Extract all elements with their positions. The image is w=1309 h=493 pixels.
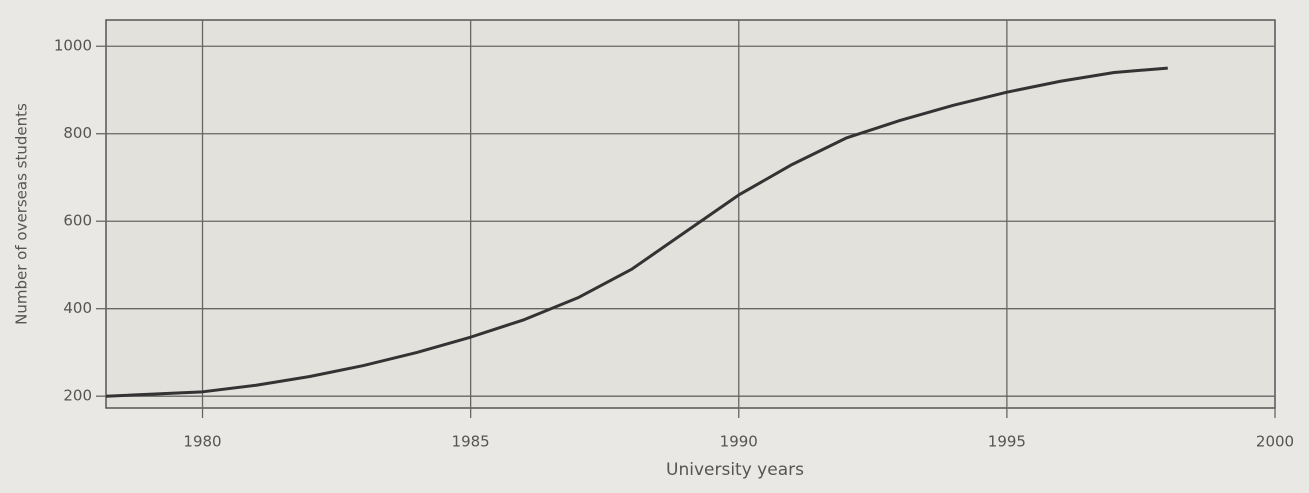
y-tick-label: 800 xyxy=(63,124,92,142)
x-axis-label: University years xyxy=(666,460,804,480)
x-tick-label: 1985 xyxy=(452,433,490,451)
line-series xyxy=(105,66,1168,398)
y-axis-label: Number of overseas students xyxy=(13,103,31,325)
plot-area xyxy=(105,19,1276,409)
y-tick-label: 400 xyxy=(63,299,92,317)
x-tick-label: 1990 xyxy=(720,433,758,451)
x-tick-label: 1980 xyxy=(183,433,221,451)
x-tick-label: 1995 xyxy=(988,433,1026,451)
y-tick-label: 600 xyxy=(63,212,92,230)
x-tick-label: 2000 xyxy=(1256,433,1294,451)
y-tick-label: 200 xyxy=(63,387,92,405)
y-tick-label: 1000 xyxy=(54,37,92,55)
